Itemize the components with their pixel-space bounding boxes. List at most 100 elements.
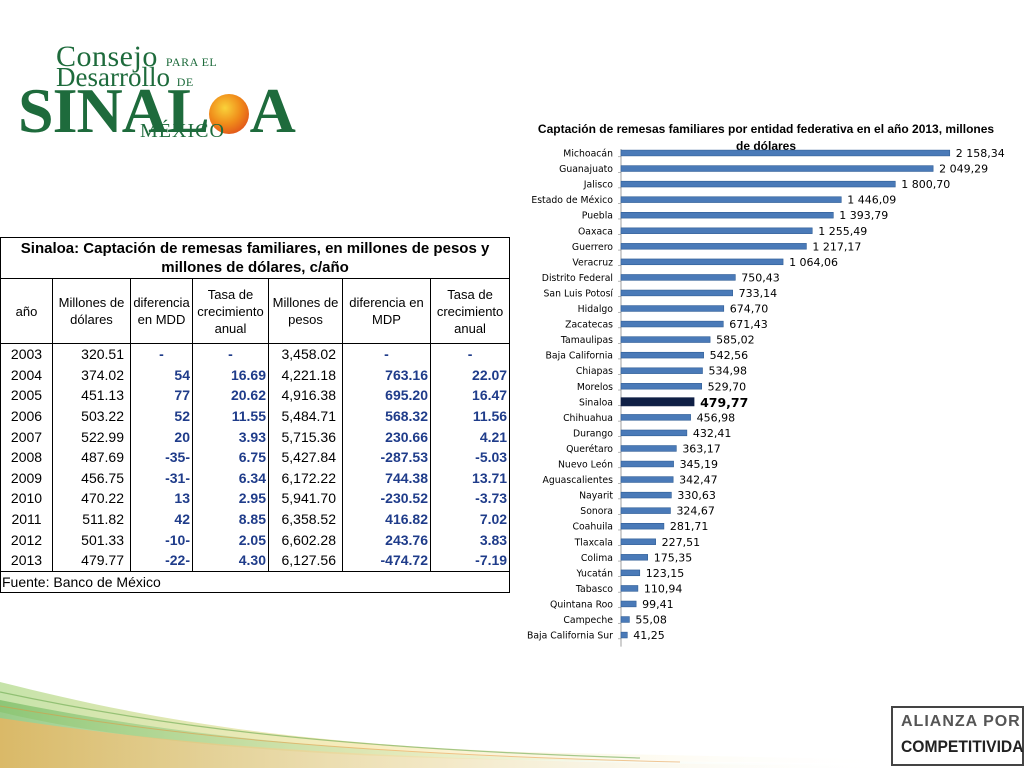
chart-category-label: Querétaro: [566, 444, 613, 455]
chart-value-label: 671,43: [729, 318, 768, 331]
chart-category-label: Aguascalientes: [543, 475, 614, 486]
chart-category-label: Puebla: [582, 211, 613, 222]
table-cell: 4.21: [429, 426, 511, 447]
table-cell: 568.32: [342, 405, 431, 427]
chart-category-label: Distrito Federal: [542, 273, 613, 284]
chart-category-label: Baja California Sur: [527, 631, 613, 642]
chart-bar: [620, 631, 628, 639]
chart-bar: [620, 274, 736, 281]
table-cell: 52: [130, 405, 193, 427]
chart-category-label: Nuevo León: [558, 460, 613, 471]
chart-value-label: 432,41: [693, 427, 732, 440]
chart-category-label: Tamaulipas: [560, 335, 613, 346]
chart-category-label: Sonora: [580, 506, 613, 517]
chart-bar: [620, 414, 691, 421]
chart-bar: [620, 429, 688, 437]
chart-value-label: 585,02: [716, 334, 755, 347]
table-row: 2013 479.77 -22- 4.30 6,127.56 -474.72 -7.19: [0, 549, 511, 572]
logo-line3-post: A: [249, 75, 296, 146]
chart-category-label: Nayarit: [579, 491, 613, 502]
table-cell: 6,127.56: [268, 549, 343, 572]
table-cell: 2.05: [192, 529, 269, 550]
chart-category-label: Colima: [581, 553, 613, 564]
table-cell: 20.62: [192, 385, 269, 406]
chart-value-label: 1 255,49: [818, 225, 867, 238]
table-cell: 16.47: [429, 385, 511, 406]
remesas-table: Sinaloa: Captación de remesas familiares…: [0, 237, 511, 572]
chart-bar: [620, 445, 677, 452]
table-cell: -: [429, 343, 511, 365]
table-cell: 54: [130, 364, 193, 386]
logo-line2-small: DE: [176, 75, 194, 89]
chart-category-label: Jalisco: [583, 180, 614, 191]
table-row: 2011 511.82 42 8.85 6,358.52 416.82 7.02: [0, 508, 511, 530]
table-cell: 763.16: [342, 364, 431, 386]
chart-value-label: 41,25: [633, 629, 665, 642]
table-cell: 2012: [0, 529, 53, 550]
table-cell: 470.22: [52, 488, 131, 509]
chart-bar: [620, 616, 630, 623]
table-cell: 13.71: [429, 467, 511, 489]
decorative-swoosh: [0, 682, 900, 768]
chart-category-label: Chihuahua: [563, 413, 613, 424]
table-cell: 3.83: [429, 529, 511, 550]
alianza-line2: COMPETITIVIDAD: [901, 737, 1024, 756]
table-cell: 4.30: [192, 549, 269, 572]
table-cell: -35-: [130, 446, 193, 468]
chart-bar: [620, 305, 725, 312]
chart-category-label: Chiapas: [576, 366, 613, 377]
table-row: 2003 320.51- -3,458.02- -: [0, 343, 511, 365]
chart-value-label: 674,70: [730, 303, 769, 316]
table-cell: 22.07: [429, 364, 511, 386]
chart-value-label: 534,98: [708, 365, 747, 378]
remesas-table-container: Sinaloa: Captación de remesas familiares…: [0, 237, 511, 593]
table-row: 2005 451.13 77 20.62 4,916.38 695.20 16.47: [0, 385, 511, 406]
table-cell: 16.69: [192, 364, 269, 386]
table-cell: 6.34: [192, 467, 269, 489]
chart-value-label: 542,56: [710, 349, 749, 362]
chart-bar: [620, 491, 672, 499]
chart-value-label: 342,47: [679, 474, 718, 487]
table-cell: 7.02: [429, 508, 511, 530]
table-cell: -: [130, 343, 193, 365]
table-cell: 451.13: [52, 385, 131, 406]
chart-category-label: Guerrero: [572, 242, 613, 253]
table-cell: 20: [130, 426, 193, 447]
chart-value-label: 1 446,09: [847, 194, 896, 207]
table-cell: 2006: [0, 405, 53, 427]
table-row: 2007 522.99 20 3.93 5,715.36 230.66 4.21: [0, 426, 511, 447]
chart-category-label: Quintana Roo: [550, 599, 613, 610]
chart-title: Captación de remesas familiares por enti…: [537, 122, 995, 153]
chart-value-label: 345,19: [680, 458, 719, 471]
chart-value-label: 363,17: [682, 442, 721, 455]
chart-bar: [620, 165, 934, 172]
chart-bar: [620, 585, 639, 592]
chart-value-label: 750,43: [741, 271, 780, 284]
table-cell: 6,602.28: [268, 529, 343, 550]
alianza-competitividad-logo: ALIANZA POR LA COMPETITIVIDAD: [891, 706, 1024, 766]
table-cell: 2013: [0, 549, 53, 572]
chart-category-label: Zacatecas: [565, 320, 613, 331]
chart-bar: [620, 243, 807, 250]
table-cell: 501.33: [52, 529, 131, 550]
table-cell: -7.19: [429, 549, 511, 572]
chart-category-label: Campeche: [563, 615, 613, 626]
table-row: 2009 456.75 -31- 6.34 6,172.22 744.38 13.71: [0, 467, 511, 489]
logo-line1-small: PARA EL: [165, 55, 218, 69]
table-cell: 2007: [0, 426, 53, 447]
table-cell: 2010: [0, 488, 53, 509]
table-header-cell: Tasa de crecimiento anual: [192, 278, 269, 344]
chart-category-label: Yucatán: [575, 568, 613, 579]
table-row: 2006 503.22 52 11.55 5,484.71 568.32 11.56: [0, 405, 511, 427]
table-cell: 695.20: [342, 385, 431, 406]
chart-bar: [620, 476, 674, 483]
table-cell: -22-: [130, 549, 193, 572]
table-cell: 5,941.70: [268, 488, 343, 509]
table-row: 2012 501.33 -10- 2.05 6,602.28 243.76 3.83: [0, 529, 511, 550]
table-cell: 416.82: [342, 508, 431, 530]
table-cell: 2005: [0, 385, 53, 406]
table-cell: 4,221.18: [268, 364, 343, 386]
chart-bar: [620, 149, 951, 157]
table-cell: 511.82: [52, 508, 131, 530]
table-cell: -474.72: [342, 549, 431, 572]
